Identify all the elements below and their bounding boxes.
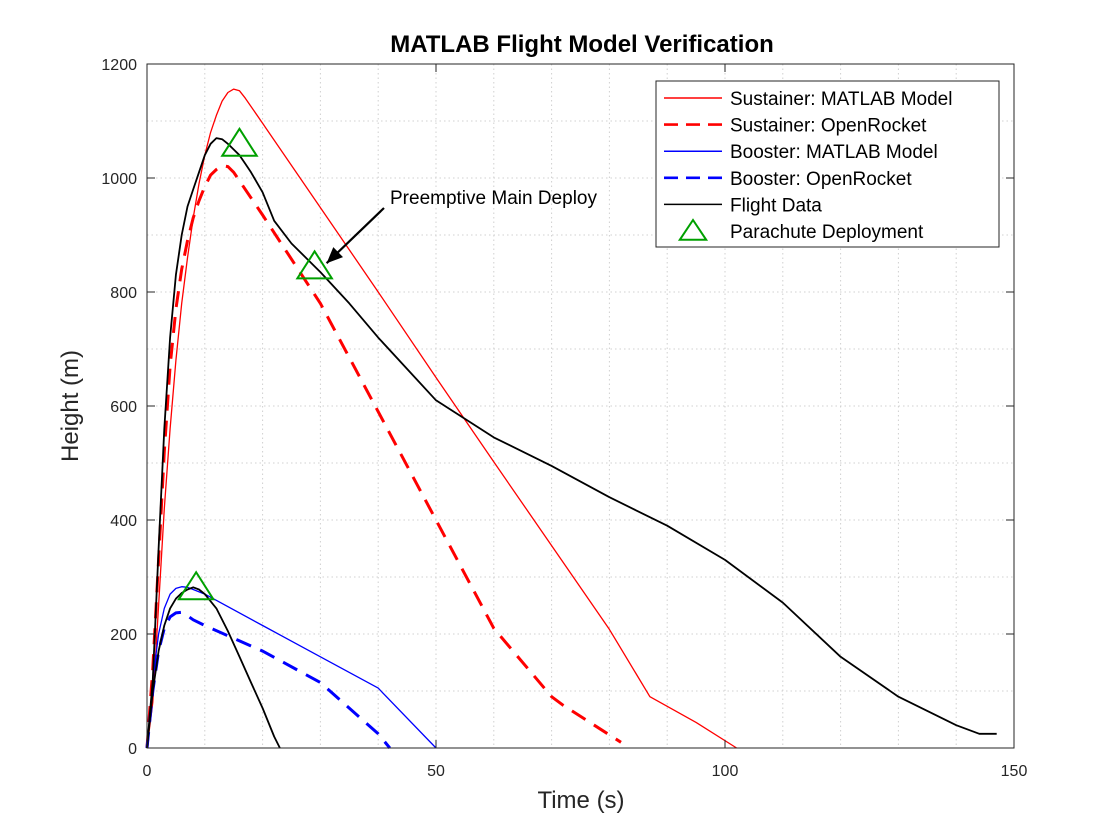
legend-label: Flight Data — [730, 195, 822, 216]
legend-label: Booster: MATLAB Model — [730, 142, 938, 163]
y-tick-label: 0 — [128, 741, 137, 758]
series-line-3 — [145, 610, 391, 749]
tick-labels: 0 50 100 150 0 200 400 600 800 1000 1200 — [101, 57, 1027, 780]
y-tick-label: 800 — [110, 285, 137, 302]
legend-label: Booster: OpenRocket — [730, 169, 912, 190]
y-tick-label: 1000 — [101, 171, 137, 188]
y-axis-title: Height (m) — [57, 350, 84, 462]
series-line-2 — [146, 586, 437, 749]
parachute-marker — [177, 570, 216, 601]
chart-title: MATLAB Flight Model Verification — [390, 31, 774, 58]
series-line-0 — [146, 88, 737, 749]
x-tick-label: 0 — [143, 763, 152, 780]
annotation: Preemptive Main Deploy — [325, 188, 597, 264]
x-tick-label: 100 — [712, 763, 739, 780]
legend-label: Sustainer: MATLAB Model — [730, 89, 952, 110]
y-tick-label: 600 — [110, 399, 137, 416]
annotation-arrowhead — [326, 247, 344, 264]
series-line-1 — [145, 164, 622, 749]
y-tick-label: 1200 — [101, 57, 137, 74]
parachute-marker — [220, 126, 259, 157]
plot-area — [145, 88, 997, 749]
annotation-text: Preemptive Main Deploy — [390, 188, 597, 209]
legend-label: Sustainer: OpenRocket — [730, 116, 927, 137]
parachute-marker — [295, 249, 334, 280]
series-line-5 — [146, 586, 281, 749]
y-tick-label: 400 — [110, 513, 137, 530]
x-tick-label: 50 — [427, 763, 445, 780]
legend-box — [655, 80, 1000, 248]
x-tick-label: 150 — [1001, 763, 1028, 780]
legend-swatch — [677, 218, 709, 241]
legend-label: Parachute Deployment — [730, 222, 924, 243]
y-tick-label: 200 — [110, 627, 137, 644]
x-axis-title: Time (s) — [537, 787, 624, 814]
series-line-4 — [146, 137, 997, 749]
axes — [146, 63, 1015, 749]
legend: Sustainer: MATLAB Model Sustainer: OpenRo… — [655, 80, 1000, 248]
